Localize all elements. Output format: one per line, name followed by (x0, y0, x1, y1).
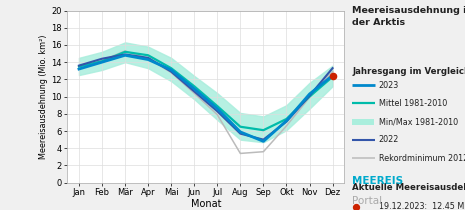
Text: Portal: Portal (352, 196, 383, 206)
Point (329, 74, 336, 77)
Text: Meereisausdehnung in
der Arktis: Meereisausdehnung in der Arktis (352, 6, 465, 27)
Text: Rekordminimum 2012: Rekordminimum 2012 (379, 154, 465, 163)
X-axis label: Monat: Monat (191, 199, 221, 209)
Text: MEEREIS: MEEREIS (352, 176, 404, 186)
Text: Min/Max 1981-2010: Min/Max 1981-2010 (379, 117, 458, 126)
Y-axis label: Meereisausdehnung (Mio. km²): Meereisausdehnung (Mio. km²) (40, 34, 48, 159)
Text: Jahresgang im Vergleich: Jahresgang im Vergleich (352, 67, 465, 76)
Text: 2022: 2022 (379, 135, 399, 144)
Text: 19.12.2023:  12.45 Mio. km²: 19.12.2023: 12.45 Mio. km² (379, 202, 465, 210)
Text: 2023: 2023 (379, 81, 399, 89)
Text: Aktuelle Meereisausdehnung: Aktuelle Meereisausdehnung (352, 183, 465, 192)
Text: Mittel 1981-2010: Mittel 1981-2010 (379, 99, 447, 108)
Point (352, 205, 359, 209)
